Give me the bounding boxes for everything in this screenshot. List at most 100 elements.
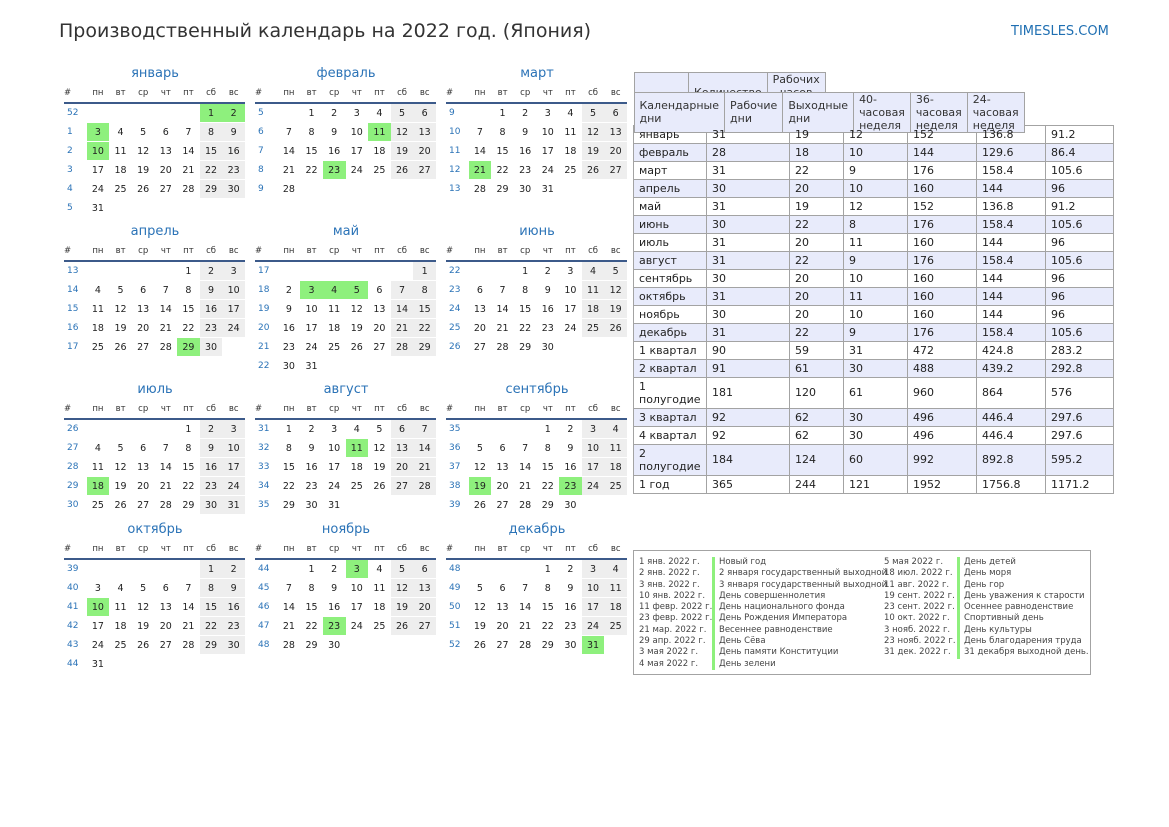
stats-value-cell: 96 <box>1045 304 1114 324</box>
day-cell: 31 <box>536 179 560 198</box>
holidays-column-left: 1 янв. 2022 г. Новый год 2 янв. 2022 г. 2 я… <box>639 557 887 670</box>
holiday-name: День моря <box>957 568 1011 580</box>
day-cell: 24 <box>345 160 369 180</box>
stats-value-cell: 31 <box>706 232 790 252</box>
stats-value-cell: 10 <box>843 304 908 324</box>
stats-value-cell: 144 <box>976 304 1046 324</box>
month-table: # пн вт ср чт пт сб вс 26 1 2 3 27 4 5 6 7 8 9 10 28 11 12 13 14… <box>64 400 245 514</box>
week-number: 11 <box>446 141 469 161</box>
stats-value-cell: 176 <box>907 214 977 234</box>
stats-value-cell: 160 <box>907 286 977 306</box>
holiday-date: 10 янв. 2022 г. <box>639 590 706 601</box>
day-cell: 19 <box>109 476 132 496</box>
empty-day-cell <box>199 654 223 673</box>
month-table: # пн вт ср чт пт сб вс 48 1 2 3 4 49 5 6 7 8 9 10 11 50 12 13 14… <box>446 540 627 654</box>
stats-period-cell: 1 год <box>633 474 707 494</box>
day-cell: 12 <box>109 457 132 477</box>
empty-day-cell <box>413 635 436 654</box>
weekday-header: сб <box>390 540 414 560</box>
day-cell: 18 <box>86 476 110 496</box>
day-cell: 19 <box>109 318 132 338</box>
week-number: 21 <box>255 337 278 357</box>
day-cell: 11 <box>345 438 369 458</box>
day-cell: 10 <box>322 438 346 458</box>
weekday-header: вс <box>222 540 245 560</box>
day-cell: 13 <box>604 122 627 142</box>
empty-day-cell <box>154 102 178 123</box>
stats-value-cell: 297.6 <box>1045 425 1114 445</box>
week-row: 43 24 25 26 27 28 29 30 <box>64 635 245 655</box>
week-row: 15 11 12 13 14 15 16 17 <box>64 299 245 319</box>
empty-day-cell <box>368 495 391 514</box>
day-cell: 13 <box>468 299 492 319</box>
day-cell: 22 <box>199 616 223 636</box>
empty-day-cell <box>413 356 436 375</box>
empty-day-cell <box>154 198 178 217</box>
weekday-header: ср <box>322 400 346 420</box>
day-cell: 23 <box>322 160 346 180</box>
day-cell: 31 <box>300 356 323 375</box>
stats-period-cell: 2 квартал <box>633 358 707 378</box>
day-cell: 15 <box>199 597 223 617</box>
empty-day-cell <box>300 179 323 198</box>
empty-day-cell <box>468 558 492 579</box>
day-cell: 17 <box>581 457 605 477</box>
month-block: август # пн вт ср чт пт сб вс 31 1 2 3 4 5 6 7 32 8 9 10 11 12… <box>255 380 437 514</box>
empty-day-cell <box>131 102 155 123</box>
day-cell: 24 <box>86 635 110 655</box>
week-number: 42 <box>64 616 87 636</box>
day-cell: 2 <box>322 102 346 123</box>
stats-value-cell: 184 <box>706 443 790 476</box>
empty-day-cell <box>513 418 537 439</box>
day-cell: 21 <box>277 616 301 636</box>
day-cell: 18 <box>109 160 132 180</box>
stats-value-cell: 160 <box>907 268 977 288</box>
weekday-header: пт <box>177 84 200 104</box>
weekday-header: вт <box>491 400 514 420</box>
week-row: 13 28 29 30 31 <box>446 179 627 198</box>
day-cell: 18 <box>581 299 605 319</box>
day-cell: 12 <box>390 578 414 598</box>
day-cell: 7 <box>177 578 200 598</box>
empty-day-cell <box>413 495 436 514</box>
day-cell: 15 <box>300 597 323 617</box>
day-cell: 30 <box>222 179 245 199</box>
week-number: 41 <box>64 597 87 617</box>
day-cell: 22 <box>536 476 560 496</box>
day-cell: 25 <box>109 635 132 655</box>
stats-value-cell: 96 <box>1045 268 1114 288</box>
week-row: 51 19 20 21 22 23 24 25 <box>446 616 627 636</box>
empty-day-cell <box>131 654 155 673</box>
holiday-item: 18 июл. 2022 г. День моря <box>884 568 1089 580</box>
week-row: 22 1 2 3 4 5 <box>446 260 627 281</box>
holiday-item: 2 янв. 2022 г. 2 января государственный в… <box>639 568 887 580</box>
day-cell: 28 <box>277 635 301 654</box>
weekday-header: # <box>446 400 469 420</box>
week-row: 48 28 29 30 <box>255 635 436 654</box>
stats-value-cell: 30 <box>843 425 908 445</box>
day-cell: 23 <box>222 616 245 636</box>
day-cell: 27 <box>154 635 178 655</box>
stats-value-cell: 105.6 <box>1045 160 1114 180</box>
site-link[interactable]: TIMESLES.COM <box>1011 24 1109 39</box>
day-cell: 2 <box>559 558 582 579</box>
stats-row: 1 квартал 90 59 31 472 424.8 283.2 <box>633 340 1114 360</box>
stats-header-calendar: Календарные дни <box>633 91 726 133</box>
day-cell: 5 <box>109 438 132 458</box>
day-cell: 23 <box>559 616 582 636</box>
stats-value-cell: 1756.8 <box>976 474 1046 494</box>
weekday-header: пн <box>86 242 110 262</box>
stats-value-cell: 30 <box>706 178 790 198</box>
stats-value-cell: 105.6 <box>1045 250 1114 270</box>
weekday-header: ср <box>322 84 346 104</box>
day-cell: 2 <box>199 418 223 439</box>
week-row: 27 4 5 6 7 8 9 10 <box>64 438 245 458</box>
stats-value-cell: 31 <box>706 250 790 270</box>
month-name: апрель <box>130 224 180 239</box>
week-number: 17 <box>255 260 278 281</box>
page-title: Производственный календарь на 2022 год. … <box>59 20 592 42</box>
weekday-header: вт <box>109 84 132 104</box>
day-cell: 31 <box>322 495 346 514</box>
day-cell: 17 <box>322 457 346 477</box>
